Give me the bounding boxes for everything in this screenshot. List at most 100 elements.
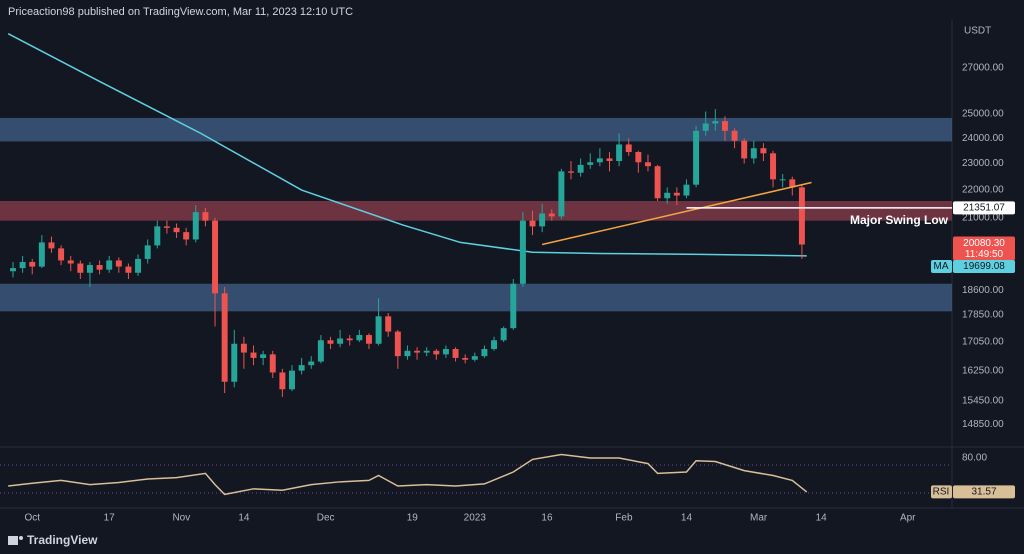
last-price: 20080.30: [963, 238, 1005, 249]
candle-body: [481, 349, 488, 357]
candle-body: [308, 361, 315, 366]
zone: [0, 117, 952, 142]
candle-body: [741, 140, 748, 159]
candle-body: [394, 331, 401, 357]
candle-body: [760, 148, 767, 154]
candle-body: [58, 248, 65, 261]
candle-body: [702, 123, 709, 131]
zone: [0, 201, 952, 221]
ma-tag-box: [931, 259, 952, 273]
x-tick-label: Apr: [900, 513, 916, 524]
candle-body: [250, 352, 257, 358]
candle-body: [770, 153, 777, 180]
candle-body: [289, 370, 295, 390]
y-tick-label: 23000.00: [962, 158, 1004, 169]
candle-body: [491, 340, 498, 350]
candle-body: [240, 343, 247, 353]
countdown: 11:49:50: [965, 249, 1004, 260]
candle-body: [106, 260, 113, 270]
candle-body: [779, 179, 786, 181]
candle-body: [423, 350, 430, 353]
x-tick-label: Nov: [172, 513, 190, 524]
candle-body: [606, 158, 613, 161]
candle-body: [616, 144, 623, 161]
candle-body: [115, 260, 122, 267]
candle-body: [712, 121, 719, 124]
candle-body: [67, 260, 74, 264]
y-tick-label: 27000.00: [962, 63, 1004, 74]
candle-body: [231, 343, 238, 382]
candle-body: [77, 263, 84, 273]
candle-body: [798, 187, 805, 245]
candle-body: [19, 261, 26, 269]
candle-body: [173, 227, 180, 233]
rsi-line: [8, 453, 808, 496]
ma-tag: MA: [934, 261, 949, 272]
x-tick-label: Oct: [24, 513, 40, 524]
candle-body: [356, 335, 363, 341]
ma-last: 19699.08: [963, 261, 1005, 272]
candle-body: [86, 265, 93, 273]
candle-body: [510, 283, 517, 329]
candle-body: [38, 242, 45, 267]
y-tick-label: 18600.00: [962, 285, 1004, 296]
candle-body: [29, 261, 36, 267]
candle-body: [221, 293, 228, 382]
x-tick-label: 14: [238, 513, 250, 524]
candle-body: [471, 356, 478, 360]
candle-body: [192, 212, 199, 240]
candle-body: [163, 226, 170, 228]
candle-body: [96, 265, 103, 270]
candle-body: [644, 162, 651, 167]
x-tick-label: 2023: [464, 513, 487, 524]
zone: [0, 283, 952, 312]
candle-body: [587, 162, 594, 165]
rsi-last: 31.57: [971, 487, 996, 498]
x-tick-label: 17: [104, 513, 116, 524]
ma-last-box: [953, 259, 1015, 273]
y-tick-label: 15450.00: [962, 395, 1004, 406]
candle-body: [683, 184, 690, 196]
candle-body: [125, 266, 132, 273]
brand-logo: [8, 536, 23, 545]
y-tick-label: 17050.00: [962, 337, 1004, 348]
trendline: [541, 181, 812, 246]
candle-body: [731, 130, 738, 141]
candle-body: [154, 226, 161, 246]
candle-body: [260, 354, 267, 358]
candle-body: [337, 338, 344, 344]
candle-body: [558, 171, 565, 217]
candle-body: [577, 164, 584, 173]
y-tick-label: 24000.00: [962, 133, 1004, 144]
y-tick-label: 14850.00: [962, 419, 1004, 430]
candle-body: [462, 357, 469, 360]
x-tick-label: Dec: [317, 513, 335, 524]
x-tick-label: Mar: [750, 513, 768, 524]
candle-body: [721, 121, 728, 131]
candle-body: [346, 338, 353, 341]
candle-body: [404, 350, 411, 357]
rsi-last-box: [953, 485, 1015, 499]
swing-low-price-box: [953, 201, 1015, 215]
candle-body: [452, 349, 459, 358]
x-tick-label: Feb: [615, 513, 633, 524]
candle-body: [144, 245, 151, 259]
candle-body: [375, 316, 382, 344]
y-tick-label: 22000.00: [962, 185, 1004, 196]
candle-body: [596, 158, 603, 163]
y-tick-label: 21000.00: [962, 212, 1004, 223]
x-tick-label: 14: [816, 513, 828, 524]
candle-body: [212, 220, 219, 294]
candle-body: [414, 350, 421, 353]
rsi-tick-label: 80.00: [962, 453, 987, 464]
x-tick-label: 14: [681, 513, 693, 524]
candle-body: [183, 232, 190, 240]
header: Priceaction98 published on TradingView.c…: [8, 6, 353, 18]
candle-body: [135, 258, 142, 273]
brand: TradingView: [27, 533, 98, 547]
candle-body: [202, 212, 209, 221]
candle-body: [654, 166, 661, 199]
candle-body: [568, 171, 574, 173]
